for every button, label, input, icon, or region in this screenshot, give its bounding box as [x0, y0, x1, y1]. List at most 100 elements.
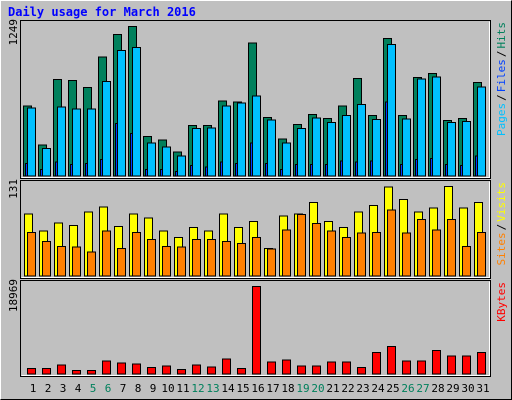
bar: [57, 364, 66, 375]
bar: [312, 223, 321, 277]
bar: [132, 232, 141, 277]
bar: [402, 360, 411, 375]
legend-entry: KBytes: [495, 282, 508, 322]
x-tick-label: 2: [45, 382, 52, 395]
bar: [297, 365, 306, 375]
bar: [132, 363, 141, 375]
x-tick-label: 7: [120, 382, 127, 395]
legend-separator: /: [495, 94, 508, 101]
bar: [87, 108, 96, 177]
bar: [42, 240, 51, 277]
bar: [432, 229, 441, 277]
bar: [207, 366, 216, 375]
bar: [477, 86, 486, 177]
bar: [297, 127, 306, 177]
bar: [222, 105, 231, 177]
x-tick-label: 21: [326, 382, 339, 395]
bar: [447, 355, 456, 375]
bar: [402, 232, 411, 277]
bar: [102, 360, 111, 375]
x-tick-label: 31: [476, 382, 489, 395]
bar: [372, 232, 381, 277]
bar: [177, 369, 186, 375]
panel-bevel: [21, 181, 490, 278]
bar: [372, 118, 381, 177]
x-tick-label: 17: [266, 382, 279, 395]
legend: Pages/Files/Hits: [495, 22, 508, 136]
x-tick-label: 25: [386, 382, 399, 395]
bar: [162, 365, 171, 375]
x-tick-label: 26: [401, 382, 414, 395]
bar: [327, 230, 336, 277]
bar: [432, 76, 441, 177]
x-tick-label: 9: [150, 382, 157, 395]
bar: [72, 370, 81, 375]
bar: [462, 120, 471, 177]
bar: [327, 121, 336, 177]
x-tick-label: 27: [416, 382, 429, 395]
bar: [117, 247, 126, 277]
bar: [192, 364, 201, 375]
y-tick-label: 18969: [7, 279, 20, 312]
bar: [462, 355, 471, 375]
bar: [477, 232, 486, 277]
bar: [147, 238, 156, 277]
bar: [417, 218, 426, 277]
legend: Sites/ Visits: [495, 182, 508, 266]
bar: [222, 240, 231, 277]
bar: [237, 102, 246, 177]
bar: [342, 114, 351, 177]
bar: [282, 229, 291, 277]
x-tick-label: 29: [446, 382, 459, 395]
legend-entry: Visits: [495, 182, 508, 222]
x-tick-label: 4: [75, 382, 82, 395]
bar: [312, 117, 321, 177]
x-tick-label: 22: [341, 382, 354, 395]
x-tick-label: 5: [90, 382, 97, 395]
x-tick-label: 8: [135, 382, 142, 395]
bar: [402, 118, 411, 177]
y-tick-label: 1249: [7, 19, 20, 46]
bar: [477, 351, 486, 375]
bar: [102, 80, 111, 177]
x-tick-label: 18: [281, 382, 294, 395]
x-tick-label: 16: [251, 382, 264, 395]
legend-entry: Sites: [495, 232, 508, 265]
bar: [447, 121, 456, 177]
x-tick-label: 28: [431, 382, 444, 395]
panel-bevel: [21, 281, 490, 376]
bar: [387, 43, 396, 177]
x-tick-label: 11: [176, 382, 189, 395]
bar: [57, 245, 66, 277]
x-tick-label: 14: [221, 382, 235, 395]
bar: [237, 368, 246, 375]
bar: [177, 246, 186, 277]
bar: [162, 146, 171, 177]
bar: [417, 360, 426, 375]
x-tick-label: 3: [60, 382, 67, 395]
bar: [192, 128, 201, 177]
bar: [432, 349, 441, 375]
bar: [312, 365, 321, 375]
bar: [417, 78, 426, 177]
bar: [102, 230, 111, 277]
bar: [387, 345, 396, 375]
bar: [342, 361, 351, 375]
bar: [357, 367, 366, 375]
bar: [387, 209, 396, 277]
bar: [177, 155, 186, 177]
x-tick-label: 15: [236, 382, 249, 395]
x-tick-label: 6: [105, 382, 112, 395]
x-tick-label: 12: [191, 382, 204, 395]
bar: [252, 236, 261, 277]
bar: [342, 236, 351, 277]
bar: [282, 359, 291, 375]
bar: [192, 238, 201, 277]
bar: [42, 368, 51, 375]
bar: [372, 351, 381, 375]
bar: [267, 119, 276, 177]
bar: [87, 251, 96, 277]
